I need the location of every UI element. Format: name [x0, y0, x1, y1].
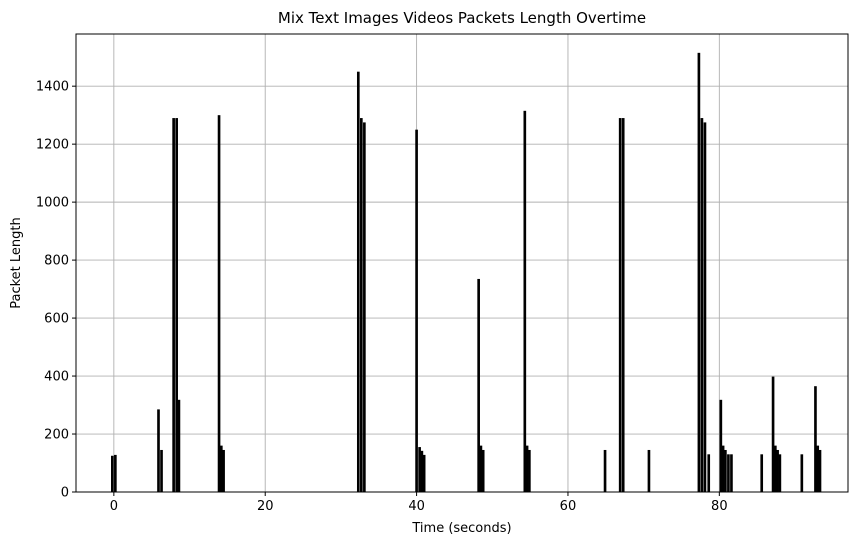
packet-bar	[415, 129, 418, 492]
y-tick-label: 0	[61, 486, 69, 501]
packet-bar	[363, 122, 366, 493]
y-tick-label: 200	[44, 428, 69, 443]
packet-bar	[160, 449, 163, 492]
packet-bar	[177, 399, 181, 492]
packet-bar	[730, 454, 733, 492]
packet-bar	[356, 71, 360, 493]
packet-bar	[481, 449, 485, 492]
packet-bar	[760, 454, 764, 492]
packet-bar	[603, 449, 607, 492]
x-tick-label: 60	[560, 499, 577, 514]
x-tick-label: 20	[257, 499, 274, 514]
packet-bar	[172, 118, 175, 492]
y-tick-label: 1400	[36, 80, 69, 95]
packet-bar	[707, 454, 711, 492]
x-tick-label: 80	[711, 499, 728, 514]
x-tick-label: 0	[110, 499, 118, 514]
packet-bar	[721, 445, 725, 492]
x-axis-label: Time (seconds)	[411, 521, 511, 536]
packet-bar	[719, 399, 723, 492]
packet-bar	[157, 409, 160, 492]
y-tick-label: 400	[44, 370, 69, 385]
packet-bar	[647, 449, 651, 492]
packet-bar	[776, 449, 779, 492]
packet-bar	[818, 449, 822, 492]
packet-bar	[477, 278, 480, 492]
packet-bar	[360, 118, 363, 492]
bar-layer	[111, 52, 822, 493]
packet-bar	[222, 449, 225, 492]
packet-bar	[479, 445, 483, 492]
packet-bar	[697, 52, 701, 493]
packet-bar	[618, 118, 622, 492]
y-tick-label: 800	[44, 254, 69, 269]
chart-title: Mix Text Images Videos Packets Length Ov…	[278, 9, 646, 27]
packet-bar	[724, 449, 727, 492]
packet-bar	[774, 445, 777, 492]
packet-bar	[814, 386, 817, 492]
packet-bar	[778, 454, 782, 492]
y-tick-label: 600	[44, 312, 69, 327]
packet-bar	[700, 118, 704, 492]
grid-layer	[76, 34, 848, 493]
packet-bar	[727, 454, 730, 492]
packet-bar	[523, 110, 527, 492]
packet-bar	[816, 445, 820, 492]
plot-frame	[75, 33, 849, 493]
packet-bar	[621, 118, 625, 492]
packet-bar	[114, 454, 117, 492]
y-axis-label: Packet Length	[9, 217, 24, 309]
packet-bar	[175, 118, 178, 492]
packet-bar	[418, 447, 421, 492]
packet-bar	[219, 445, 223, 492]
packet-bar	[111, 455, 114, 492]
packet-bar	[800, 454, 804, 492]
packet-bar	[420, 450, 424, 492]
packet-bar	[217, 115, 221, 493]
y-tick-label: 1200	[36, 138, 69, 153]
packet-bar	[771, 376, 775, 492]
packet-bar	[422, 454, 426, 492]
packet-bar	[703, 122, 707, 493]
x-tick-label: 40	[408, 499, 425, 514]
packet-bar	[525, 445, 529, 492]
packet-bar	[528, 449, 531, 492]
y-tick-label: 1000	[36, 196, 69, 211]
